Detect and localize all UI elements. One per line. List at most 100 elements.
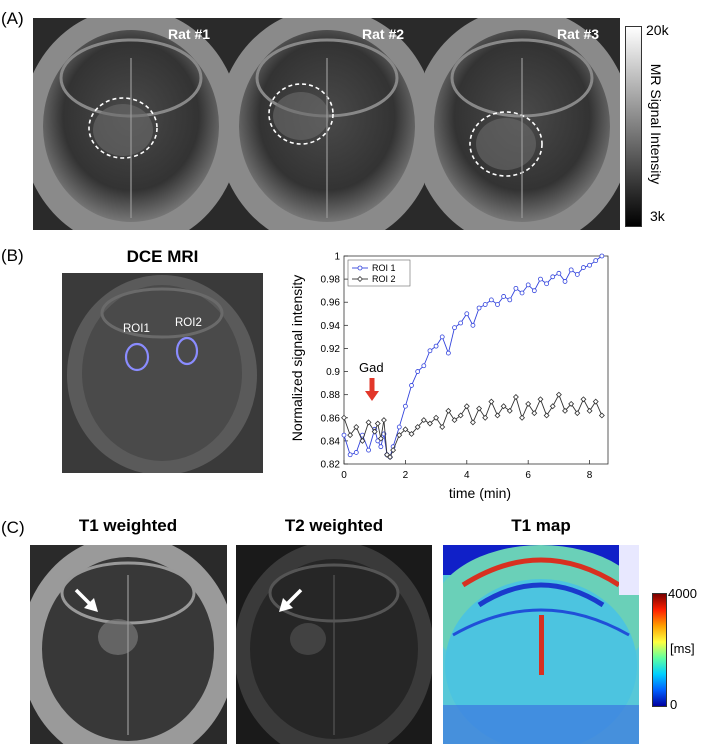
t2-lesion-arrow-icon bbox=[279, 588, 303, 612]
colorbar-min-label: 3k bbox=[650, 208, 665, 224]
data-point bbox=[488, 398, 495, 405]
roi-circle bbox=[469, 111, 543, 177]
data-point bbox=[469, 419, 476, 426]
t1-map-title: T1 map bbox=[511, 516, 571, 535]
data-point bbox=[506, 407, 513, 414]
data-point bbox=[543, 412, 550, 419]
data-point bbox=[439, 424, 446, 430]
data-point bbox=[598, 412, 605, 419]
data-point bbox=[396, 424, 402, 430]
t1-colorbar-min-label: 0 bbox=[670, 697, 678, 712]
data-point bbox=[470, 322, 476, 328]
t1-map-colorbar bbox=[652, 593, 667, 707]
chart-plot-area bbox=[343, 255, 609, 465]
data-point bbox=[445, 407, 452, 414]
data-point bbox=[555, 391, 562, 398]
x-tick-label: 0 bbox=[341, 470, 347, 481]
data-point bbox=[433, 343, 439, 349]
gad-annotation: Gad bbox=[359, 360, 384, 375]
t2-weighted-image bbox=[236, 545, 432, 744]
data-point bbox=[519, 290, 525, 296]
data-point bbox=[445, 350, 451, 356]
data-point bbox=[408, 430, 415, 437]
y-tick-label: 0.96 bbox=[321, 298, 341, 309]
data-point bbox=[549, 403, 556, 410]
data-point bbox=[562, 279, 568, 284]
data-point bbox=[452, 325, 457, 331]
roi-circle bbox=[88, 97, 158, 159]
data-point bbox=[396, 432, 403, 439]
series-line-1 bbox=[343, 255, 603, 458]
data-point bbox=[402, 403, 408, 409]
y-tick-label: 0.98 bbox=[321, 275, 341, 286]
t1-lesion-arrow-icon bbox=[74, 588, 98, 612]
rat3-mri-image bbox=[424, 18, 620, 230]
data-point bbox=[414, 424, 421, 430]
panel-label-b: (B) bbox=[1, 246, 24, 265]
data-point bbox=[531, 288, 537, 294]
data-point bbox=[586, 407, 593, 414]
y-tick-label: 1 bbox=[334, 252, 340, 263]
legend-label: ROI 2 bbox=[372, 274, 396, 284]
data-point bbox=[550, 274, 556, 280]
data-point bbox=[476, 305, 482, 311]
data-point bbox=[366, 447, 371, 453]
data-point bbox=[599, 253, 605, 259]
data-point bbox=[581, 265, 586, 270]
data-point bbox=[593, 258, 599, 264]
data-point bbox=[500, 403, 507, 410]
x-tick-label: 2 bbox=[403, 470, 409, 481]
data-point bbox=[519, 414, 526, 421]
colorbar-title: MR Signal Intensity bbox=[648, 63, 664, 185]
rat2-label: Rat #2 bbox=[362, 26, 405, 42]
data-point bbox=[365, 419, 372, 426]
data-point bbox=[341, 432, 347, 438]
data-point bbox=[402, 426, 409, 433]
y-tick-label: 0.84 bbox=[321, 436, 341, 447]
data-point bbox=[380, 417, 387, 424]
data-point bbox=[544, 281, 550, 287]
data-point bbox=[457, 412, 464, 419]
panel-label-a: (A) bbox=[1, 9, 24, 28]
data-point bbox=[538, 276, 543, 282]
y-tick-label: 0.9 bbox=[326, 367, 340, 378]
data-point bbox=[568, 400, 575, 407]
chart-x-axis-label: time (min) bbox=[449, 485, 511, 501]
data-point bbox=[439, 334, 445, 340]
t1-colorbar-max-label: 4000 bbox=[668, 586, 697, 601]
roi2-ellipse bbox=[175, 336, 199, 366]
y-tick-label: 0.92 bbox=[321, 344, 341, 355]
data-point bbox=[556, 270, 562, 276]
data-point bbox=[426, 420, 433, 427]
panel-label-c: (C) bbox=[1, 518, 25, 537]
x-tick-label: 6 bbox=[525, 470, 531, 481]
colorbar-max-label: 20k bbox=[646, 22, 669, 38]
data-point bbox=[562, 407, 568, 414]
dce-mri-title: DCE MRI bbox=[126, 247, 199, 266]
data-point bbox=[374, 420, 381, 427]
roi1-ellipse bbox=[124, 342, 150, 372]
t1-map-image bbox=[443, 545, 639, 744]
data-point bbox=[371, 428, 378, 435]
data-point bbox=[574, 410, 581, 417]
data-point bbox=[501, 294, 507, 299]
data-point bbox=[347, 452, 353, 458]
t1-colorbar-unit-label: [ms] bbox=[670, 641, 695, 656]
data-point bbox=[375, 438, 381, 444]
series-line-2 bbox=[343, 393, 603, 458]
data-point bbox=[531, 410, 538, 417]
data-point bbox=[433, 414, 440, 421]
data-point bbox=[409, 383, 414, 388]
roi2-label: ROI2 bbox=[175, 317, 202, 329]
data-point bbox=[378, 444, 384, 450]
signal-intensity-chart: 0.82 0.84 0.86 0.88 0.9 0.92 0.94 0.96 0.98 1 0 2 4 6… bbox=[289, 252, 609, 501]
t1-weighted-title: T1 weighted bbox=[78, 516, 178, 535]
data-point bbox=[377, 435, 384, 442]
brain-mri-graphic bbox=[33, 18, 230, 230]
data-point bbox=[415, 369, 421, 374]
data-point bbox=[495, 302, 500, 307]
data-point bbox=[420, 417, 427, 424]
data-point bbox=[458, 320, 464, 326]
roi1-label: ROI1 bbox=[123, 323, 150, 335]
data-point bbox=[387, 454, 394, 461]
